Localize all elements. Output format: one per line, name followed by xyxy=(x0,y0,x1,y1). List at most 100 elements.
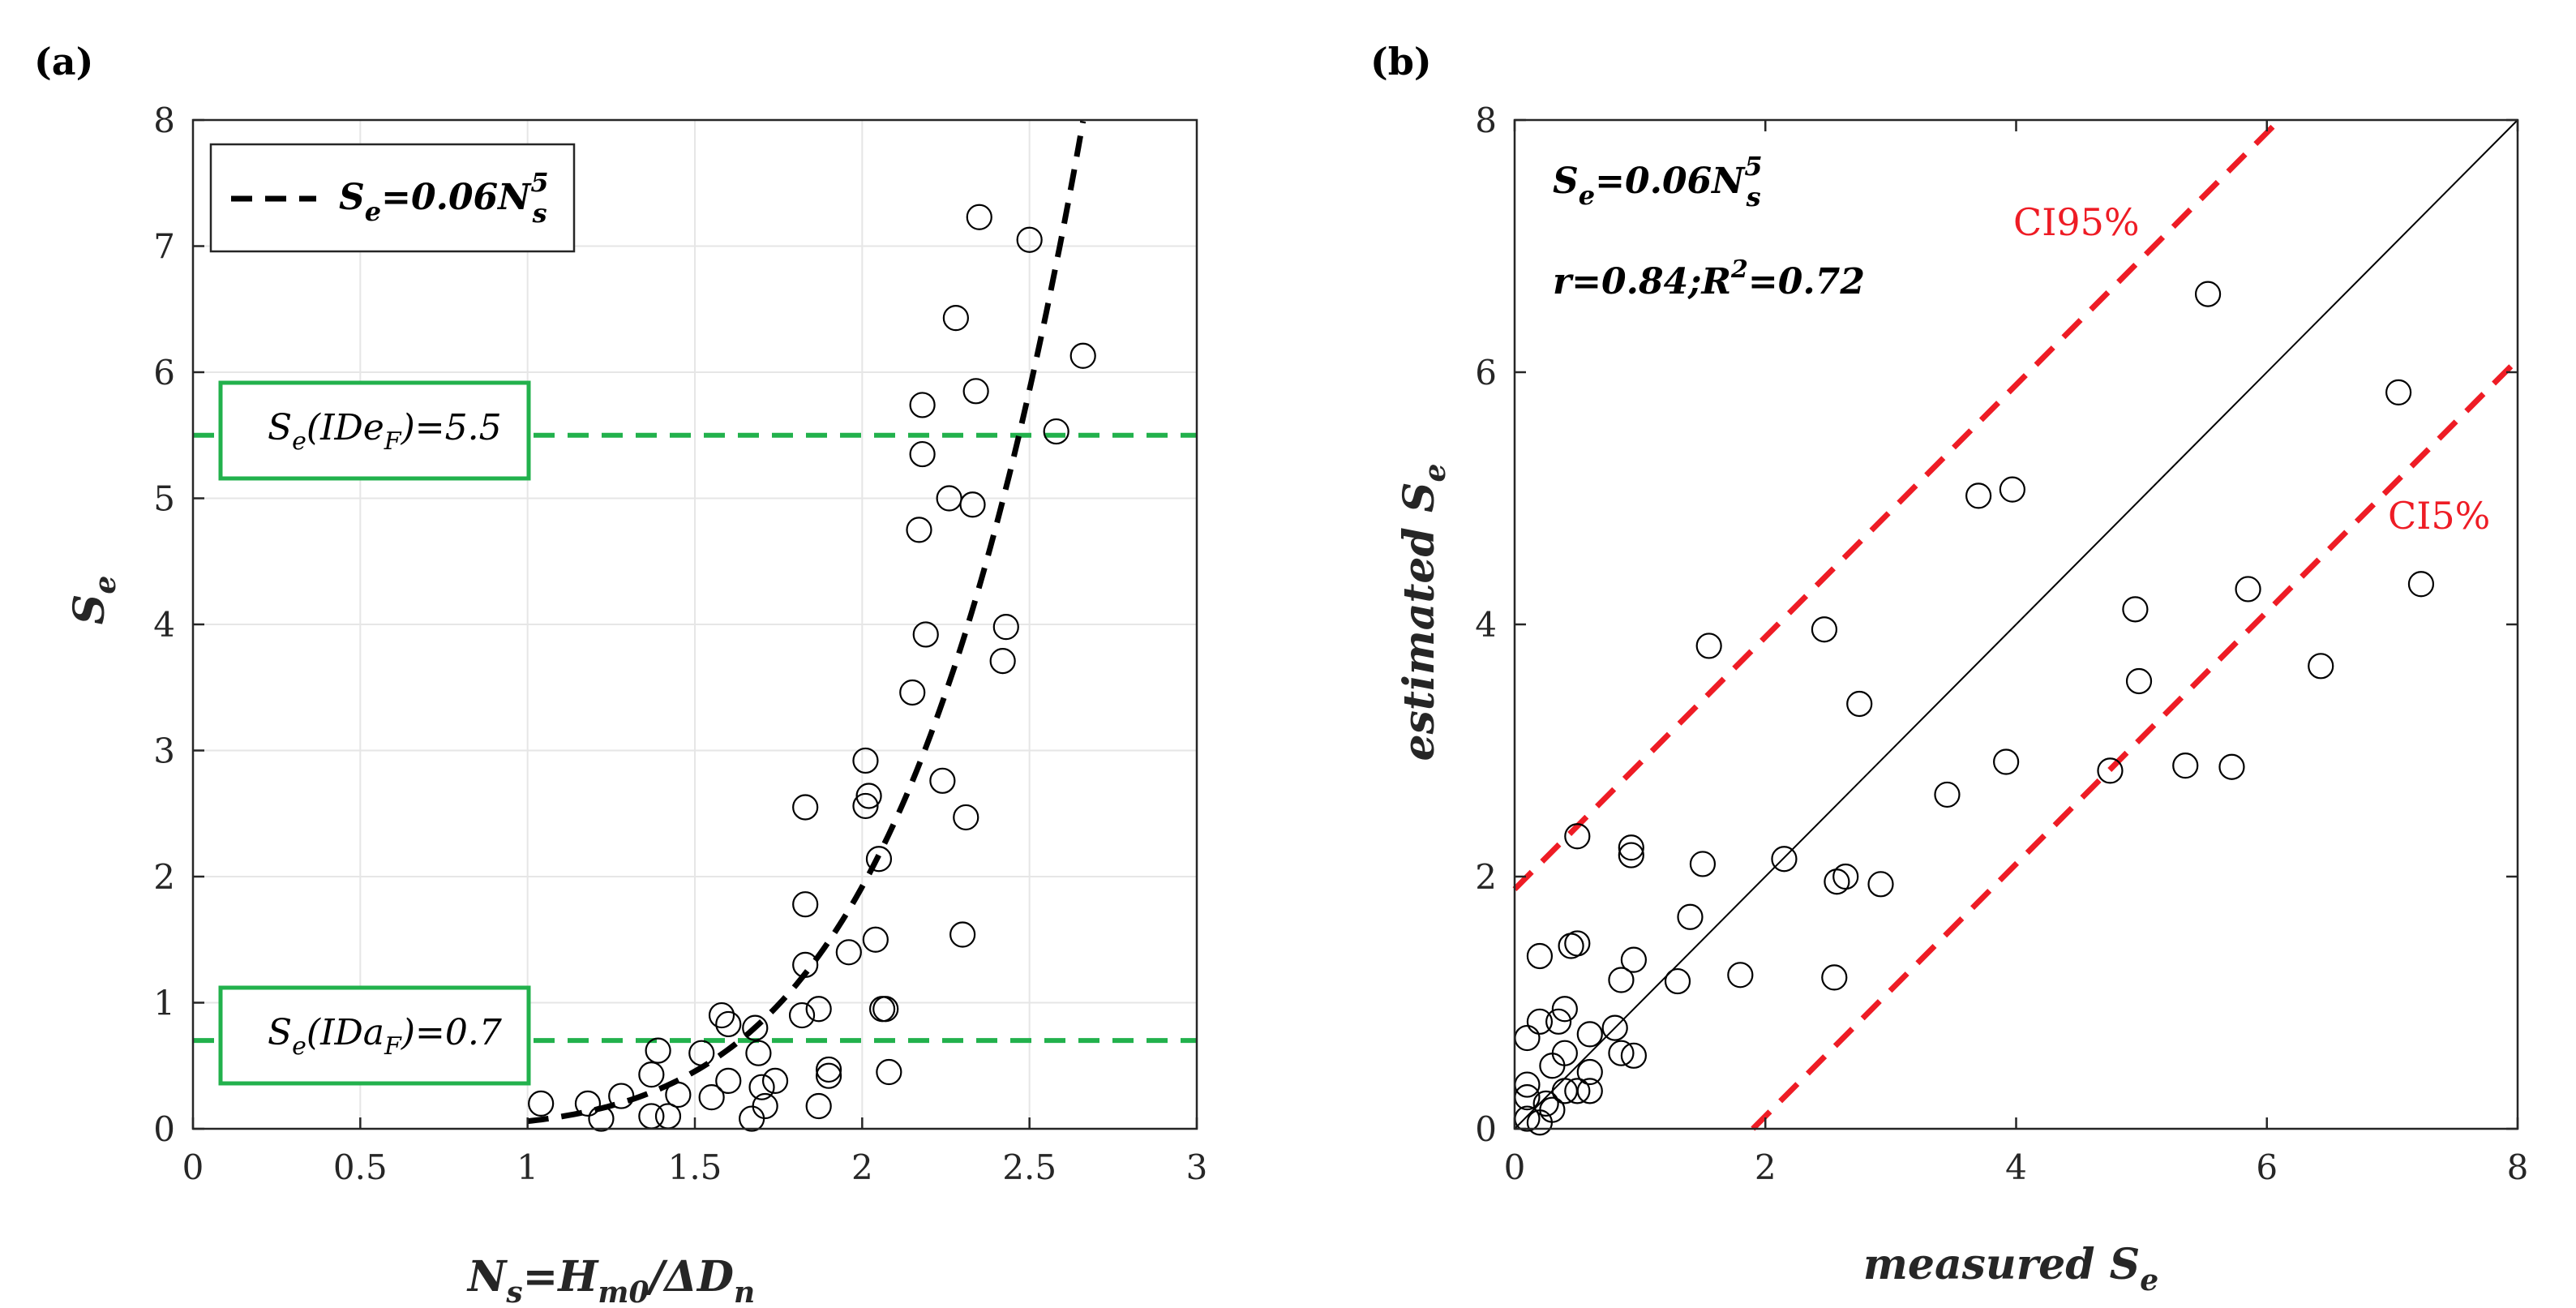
ytick-label: 0 xyxy=(1475,1109,1497,1149)
data-point xyxy=(862,926,889,953)
identity-line xyxy=(1514,119,2518,1130)
xtick-label: 0.5 xyxy=(333,1147,388,1187)
ci-lines xyxy=(1512,118,2520,1131)
data-point xyxy=(909,440,936,468)
data-point xyxy=(1545,1008,1572,1035)
xticks-b: 0 2 4 6 8 xyxy=(1504,120,2529,1187)
data-point xyxy=(1069,342,1096,369)
data-point xyxy=(715,1010,742,1038)
data-point xyxy=(1564,823,1591,850)
ci5-label: CI5% xyxy=(2388,494,2490,538)
data-point xyxy=(966,204,992,230)
data-point xyxy=(715,1067,742,1095)
data-point xyxy=(2385,379,2412,405)
data-point xyxy=(2194,281,2222,307)
data-point xyxy=(1824,868,1850,895)
data-point xyxy=(1576,1058,1603,1086)
data-point xyxy=(792,794,819,821)
thresholds-a xyxy=(193,432,1197,1044)
data-point xyxy=(899,679,926,706)
chart-b: (b) 0 2 4 6 8 0 2 4 6 8 Se=0.06N5 s r=0.84;R2=0.7… xyxy=(1370,40,2528,1297)
data-point xyxy=(792,951,819,978)
data-point xyxy=(949,921,976,948)
grid-a xyxy=(192,119,1198,1130)
data-point xyxy=(815,1062,842,1089)
data-point xyxy=(1821,964,1848,991)
data-point xyxy=(2097,757,2124,784)
data-point xyxy=(989,647,1016,675)
data-point xyxy=(872,996,899,1023)
data-point xyxy=(962,378,989,405)
data-point xyxy=(752,1092,778,1120)
data-point xyxy=(1999,476,2025,503)
ytick-label: 1 xyxy=(153,984,175,1023)
xtick-label: 1.5 xyxy=(668,1147,722,1187)
data-point xyxy=(2218,753,2245,780)
data-point xyxy=(748,1074,775,1100)
data-point xyxy=(1689,851,1717,877)
xtick-label: 8 xyxy=(2507,1147,2529,1187)
data-point xyxy=(665,1081,692,1109)
data-point xyxy=(1551,1040,1578,1066)
data-point xyxy=(865,846,893,873)
data-point xyxy=(761,1067,789,1095)
ytick-label: 4 xyxy=(153,605,175,645)
data-point xyxy=(1677,903,1704,930)
data-point xyxy=(1965,482,1992,509)
data-point xyxy=(1043,418,1069,445)
svg-text:Se(IDaF)=0.7: Se(IDaF)=0.7 xyxy=(268,1012,502,1061)
data-point xyxy=(909,392,936,418)
data-point xyxy=(739,1105,765,1132)
xtick-label: 6 xyxy=(2256,1147,2278,1187)
threshold-label-0.7: Se(IDaF)=0.7 xyxy=(218,985,531,1086)
xtick-label: 2.5 xyxy=(1002,1147,1057,1187)
data-point xyxy=(2172,753,2199,779)
formula-annotation: Se=0.06N5 s xyxy=(1553,151,1763,212)
xlabel-b: measured Se xyxy=(1863,1240,2158,1297)
chart-a: (a) 0 0.5 1 1.5 2 2.5 3 0 1 2 3 4 5 6 7 8 Se(IDeF)=5.5… xyxy=(34,40,1207,1308)
data-point xyxy=(1608,967,1635,993)
legend: Se=0.06N5 s xyxy=(209,143,576,253)
data-point xyxy=(959,491,986,518)
xtick-label: 2 xyxy=(851,1147,873,1187)
xlabel-a: Ns=Hm0/ΔDn xyxy=(466,1252,755,1308)
data-point xyxy=(852,747,879,774)
data-point xyxy=(1539,1096,1566,1123)
ytick-label: 4 xyxy=(1475,605,1497,645)
data-point xyxy=(855,783,882,809)
data-point xyxy=(815,1056,842,1083)
fit-curve xyxy=(527,120,1087,1125)
data-point xyxy=(2122,596,2149,623)
data-point xyxy=(1016,226,1043,253)
data-point xyxy=(1601,1014,1628,1041)
data-point xyxy=(1576,1078,1603,1104)
ytick-label: 2 xyxy=(1475,857,1497,897)
data-point xyxy=(2407,571,2435,598)
data-point xyxy=(852,792,879,820)
ytick-label: 6 xyxy=(153,353,175,392)
xtick-label: 2 xyxy=(1755,1147,1777,1187)
data-point xyxy=(1993,748,2020,775)
points-b xyxy=(1514,281,2435,1136)
data-point xyxy=(1576,1021,1603,1048)
xticks-a: 0 0.5 1 1.5 2 2.5 3 xyxy=(182,1117,1207,1187)
data-point xyxy=(638,1061,665,1088)
ci-line xyxy=(1751,357,2520,1131)
data-point xyxy=(698,1084,725,1111)
panel-label-a: (a) xyxy=(34,40,93,84)
data-point xyxy=(992,614,1019,641)
yticks-b: 0 2 4 6 8 xyxy=(1475,101,2518,1149)
yticks-a: 0 1 2 3 4 5 6 7 8 xyxy=(153,101,204,1149)
data-point xyxy=(1514,1024,1541,1052)
data-point xyxy=(742,1014,769,1041)
data-point xyxy=(588,1105,615,1132)
xtick-label: 4 xyxy=(2005,1147,2027,1187)
data-point xyxy=(1608,1040,1635,1066)
xtick-label: 0 xyxy=(182,1147,204,1187)
data-point xyxy=(688,1040,715,1066)
data-point xyxy=(2235,576,2261,603)
data-point xyxy=(1539,1053,1566,1079)
data-point xyxy=(805,1092,832,1120)
